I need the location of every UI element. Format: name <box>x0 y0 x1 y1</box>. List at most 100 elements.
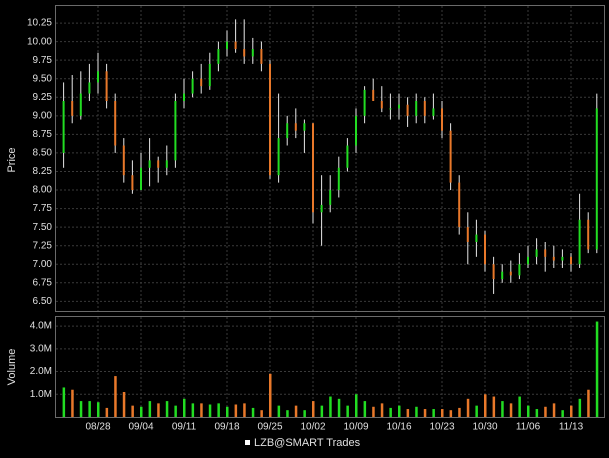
volume-bar <box>389 407 392 417</box>
body <box>535 249 538 257</box>
body <box>217 49 220 64</box>
volume-bar <box>269 373 272 417</box>
volume-bar <box>183 398 186 417</box>
body <box>148 160 151 168</box>
volume-bar <box>320 405 324 417</box>
body <box>277 138 280 176</box>
body <box>165 160 168 168</box>
volume-bar <box>97 402 100 417</box>
y-tick-label: 9.75 <box>33 55 53 66</box>
body <box>466 227 469 242</box>
volume-bar <box>62 387 66 417</box>
body <box>200 78 203 87</box>
volume-bar <box>79 401 83 417</box>
body <box>286 123 289 139</box>
volume-bar <box>432 409 435 417</box>
y-tick-label: 7.25 <box>33 240 53 251</box>
volume-bar <box>466 398 470 417</box>
y-tick-label: 10.00 <box>27 36 52 47</box>
volume-bar <box>286 410 289 417</box>
x-tick-label: 11/06 <box>516 422 541 433</box>
body <box>372 89 375 101</box>
body <box>71 100 74 116</box>
body <box>208 63 211 87</box>
body <box>114 100 117 146</box>
y-tick-label: 7.75 <box>33 203 53 214</box>
price-panel <box>55 5 605 312</box>
volume-bar <box>552 403 556 417</box>
volume-bar <box>165 401 169 417</box>
body <box>251 49 254 57</box>
volume-bar <box>88 401 91 417</box>
volume-bar <box>208 404 212 417</box>
body <box>441 108 443 131</box>
body <box>432 108 435 116</box>
body <box>570 256 572 265</box>
y-tick-label: 7.00 <box>33 259 53 270</box>
y-tick-label: 8.75 <box>33 129 53 140</box>
body <box>79 93 82 116</box>
volume-bar <box>191 403 195 417</box>
volume-bar <box>406 409 410 417</box>
body <box>131 175 134 191</box>
x-tick-label: 10/02 <box>300 422 325 433</box>
body <box>406 104 409 116</box>
volume-bar <box>363 401 367 417</box>
body <box>518 264 521 276</box>
y2-tick-label: 3.0M <box>30 343 52 354</box>
body <box>183 93 185 101</box>
body <box>544 249 547 257</box>
volume-bar <box>303 410 306 417</box>
body <box>484 234 486 265</box>
body <box>105 71 108 101</box>
x-tick-label: 08/28 <box>85 422 110 433</box>
body <box>380 100 383 109</box>
volume-bar <box>449 410 453 417</box>
y-tick-label: 8.50 <box>33 148 53 159</box>
volume-bar <box>217 403 220 417</box>
x-tick-label: 09/18 <box>214 422 239 433</box>
x-tick-label: 10/30 <box>472 422 497 433</box>
volume-bar <box>518 396 521 417</box>
volume-bar <box>458 407 461 417</box>
legend-swatch <box>245 440 250 445</box>
volume-bar <box>475 405 478 417</box>
y2-tick-label: 1.0M <box>30 389 52 400</box>
volume-bar <box>71 389 74 417</box>
volume-bar <box>355 394 358 417</box>
x-tick-label: 11/13 <box>559 422 584 433</box>
y-tick-label: 6.75 <box>33 277 53 288</box>
body <box>475 234 478 242</box>
volume-bar <box>114 376 117 417</box>
volume-bar <box>595 321 599 417</box>
body <box>527 256 529 265</box>
body <box>587 219 590 250</box>
x-tick-label: 09/25 <box>257 422 282 433</box>
volume-bar <box>312 401 315 417</box>
volume-bar <box>243 403 246 417</box>
body <box>398 104 400 109</box>
body <box>226 41 228 50</box>
volume-bar <box>277 405 281 417</box>
x-tick-label: 10/23 <box>429 422 454 433</box>
body <box>122 145 125 176</box>
volume-bar <box>174 405 177 417</box>
volume-bar <box>200 403 203 417</box>
y-axis-title: Price <box>6 147 18 172</box>
body <box>389 108 392 110</box>
volume-bar <box>484 394 487 417</box>
body <box>423 100 426 116</box>
body <box>140 167 142 191</box>
y2-axis-title: Volume <box>6 349 18 386</box>
body <box>303 123 306 131</box>
body <box>97 71 99 83</box>
body <box>501 271 504 280</box>
body <box>312 123 314 213</box>
legend-label: LZB@SMART Trades <box>254 437 361 449</box>
volume-bar <box>329 396 332 417</box>
body <box>260 49 263 64</box>
volume-bar <box>492 396 496 417</box>
volume-bar <box>415 406 418 417</box>
volume-bar <box>105 407 109 417</box>
